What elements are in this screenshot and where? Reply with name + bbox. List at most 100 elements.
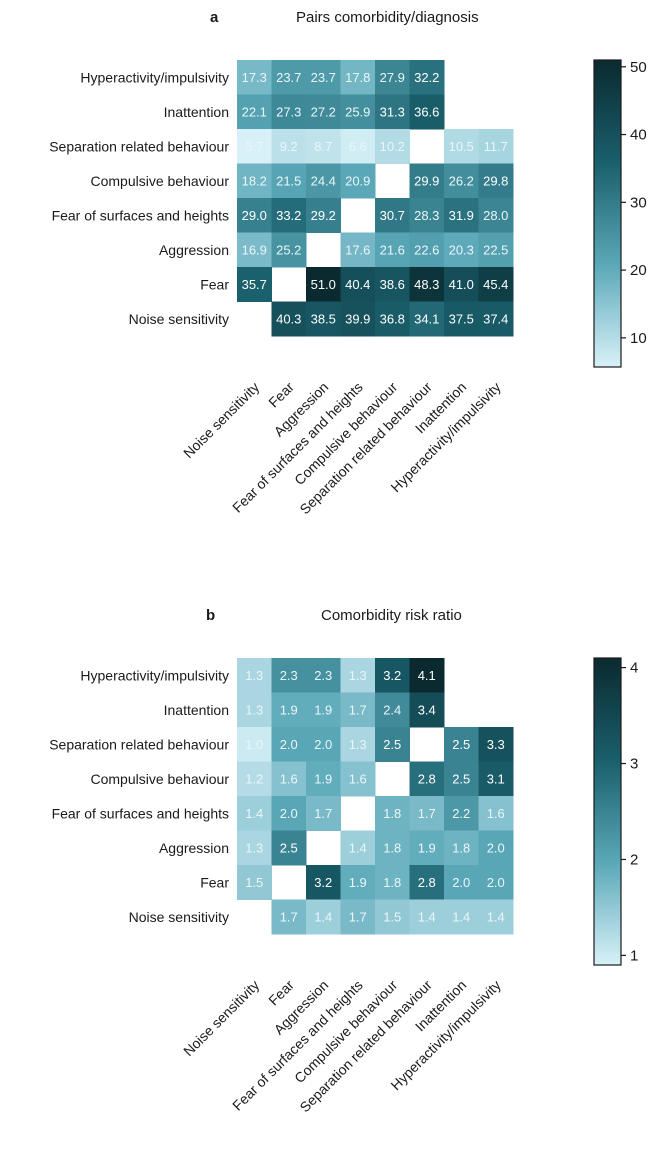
panel-a-letter: a <box>210 9 219 26</box>
heatmap-cell <box>375 899 410 935</box>
cell-value-label: 48.3 <box>414 277 439 292</box>
cell-value-label: 1.4 <box>487 909 505 924</box>
heatmap-cell <box>237 761 272 797</box>
heatmap-cell <box>237 267 272 302</box>
heatmap-cell <box>478 267 514 302</box>
cell-value-label: 2.5 <box>383 737 401 752</box>
colorbar-tick-label: 2 <box>630 851 638 868</box>
heatmap-cell <box>409 94 445 130</box>
heatmap-cell <box>375 830 410 866</box>
cell-value-label: 6.6 <box>349 139 367 154</box>
cell-value-label: 1.4 <box>452 909 470 924</box>
panel-a-cells: 17.3 23.7 23.7 17.8 27.9 32.2 22.1 27.3 27.2 25.9… <box>237 60 514 337</box>
heatmap-cell <box>340 865 376 900</box>
panel-b-colorbar: 1 2 3 4 <box>593 657 638 966</box>
heatmap-cell <box>271 198 307 233</box>
cell-value-label: 2.0 <box>314 737 332 752</box>
cell-value-label: 22.5 <box>483 242 508 257</box>
heatmap-cell <box>478 232 514 268</box>
heatmap-cell <box>271 232 307 268</box>
cell-value-label: 1.9 <box>314 771 332 786</box>
cell-value-label: 39.9 <box>345 311 370 326</box>
cell-value-label: 1.6 <box>487 806 505 821</box>
heatmap-cell <box>271 163 307 199</box>
heatmap-cell <box>444 761 479 797</box>
cell-value-label: 1.4 <box>314 909 332 924</box>
heatmap-cell <box>340 761 376 797</box>
panel-a-heatmap: a Pairs comorbidity/diagnosis 17.3 23.7 23… <box>49 9 646 517</box>
row-label: Fear <box>200 276 229 292</box>
row-label: Noise sensitivity <box>129 909 229 925</box>
cell-value-label: 28.0 <box>483 208 508 223</box>
cell-value-label: 1.9 <box>418 840 436 855</box>
heatmap-cell <box>409 163 445 199</box>
heatmap-cell <box>306 129 341 164</box>
cell-value-label: 22.6 <box>414 242 439 257</box>
heatmap-cell <box>444 865 479 900</box>
heatmap-cell <box>306 865 341 900</box>
cell-value-label: 1.4 <box>418 909 436 924</box>
heatmap-cell <box>340 232 376 268</box>
cell-value-label: 1.2 <box>245 771 263 786</box>
heatmap-cell <box>271 658 307 693</box>
heatmap-cell <box>271 830 307 866</box>
cell-value-label: 4.1 <box>418 668 436 683</box>
heatmap-cell <box>306 163 341 199</box>
heatmap-cell <box>375 727 410 762</box>
cell-value-label: 40.4 <box>345 277 370 292</box>
heatmap-cell <box>340 129 376 164</box>
cell-value-label: 1.9 <box>349 875 367 890</box>
heatmap-cell <box>444 301 479 337</box>
cell-value-label: 36.8 <box>380 311 405 326</box>
heatmap-cell <box>409 198 445 233</box>
panel-b-cells: 1.3 2.3 2.3 1.3 3.2 4.1 1.3 1.9 1.9 1.7 2.4 3.4 1.0 2… <box>237 658 514 935</box>
cell-value-label: 1.3 <box>245 668 263 683</box>
row-label: Inattention <box>164 104 229 120</box>
cell-value-label: 20.9 <box>345 173 370 188</box>
cell-value-label: 2.0 <box>487 875 505 890</box>
cell-value-label: 29.0 <box>242 208 267 223</box>
row-label: Separation related behaviour <box>49 138 229 154</box>
cell-value-label: 3.1 <box>487 771 505 786</box>
colorbar-tick-label: 20 <box>630 262 647 279</box>
heatmap-cell <box>478 865 514 900</box>
heatmap-cell <box>409 60 445 95</box>
heatmap-cell <box>306 94 341 130</box>
heatmap-cell <box>237 129 272 164</box>
heatmap-cell <box>340 301 376 337</box>
cell-value-label: 2.0 <box>487 840 505 855</box>
cell-value-label: 1.3 <box>245 840 263 855</box>
heatmap-cell <box>271 692 307 728</box>
row-label: Fear of surfaces and heights <box>52 805 229 821</box>
heatmap-cell <box>306 658 341 693</box>
heatmap-cell <box>409 267 445 302</box>
cell-value-label: 2.8 <box>418 875 436 890</box>
heatmap-cell <box>237 658 272 693</box>
heatmap-cell <box>340 727 376 762</box>
colorbar-tick-label: 4 <box>630 660 638 677</box>
heatmap-cell <box>375 94 410 130</box>
cell-value-label: 9.2 <box>280 139 298 154</box>
cell-value-label: 1.3 <box>245 702 263 717</box>
cell-value-label: 1.9 <box>314 702 332 717</box>
panel-b-row-labels: Hyperactivity/impulsivity Inattention Sepa… <box>49 667 229 925</box>
heatmap-cell <box>375 129 410 164</box>
heatmap-cell <box>409 301 445 337</box>
cell-value-label: 1.7 <box>314 806 332 821</box>
cell-value-label: 24.4 <box>311 173 336 188</box>
column-label: Noise sensitivity <box>180 977 262 1059</box>
heatmap-cell <box>271 94 307 130</box>
cell-value-label: 35.7 <box>242 277 267 292</box>
heatmap-cell <box>409 865 445 900</box>
cell-value-label: 29.2 <box>311 208 336 223</box>
heatmap-cell <box>409 899 445 935</box>
cell-value-label: 10.5 <box>449 139 474 154</box>
cell-value-label: 16.9 <box>242 242 267 257</box>
cell-value-label: 2.0 <box>280 737 298 752</box>
heatmap-cell <box>444 830 479 866</box>
cell-value-label: 2.0 <box>280 806 298 821</box>
heatmap-cell <box>306 301 341 337</box>
row-label: Inattention <box>164 702 229 718</box>
heatmap-cell <box>340 692 376 728</box>
